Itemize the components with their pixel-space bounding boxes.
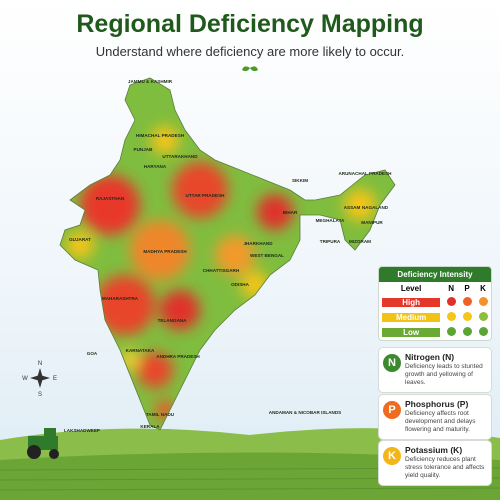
legend-dot	[478, 312, 488, 321]
legend-dot	[446, 327, 456, 336]
state-label: MIZORAM	[349, 239, 371, 244]
title: Regional Deficiency Mapping	[76, 10, 424, 38]
state-label: ANDAMAN & NICOBAR ISLANDS	[269, 410, 341, 415]
legend-level: Medium	[379, 310, 443, 325]
state-label: JAMMU & KASHMIR	[128, 79, 173, 84]
state-label: CHHATTISGARH	[203, 268, 240, 273]
state-label: ASSAM	[344, 205, 361, 210]
legend-column: K	[480, 284, 486, 293]
legend-dot	[478, 297, 488, 306]
state-label: HARYANA	[144, 164, 167, 169]
nutrient-card: N Nitrogen (N) Deficiency leads to stunted…	[378, 347, 492, 393]
state-label: PUNJAB	[134, 147, 154, 152]
legend-cell	[475, 310, 491, 325]
deficiency-map	[60, 78, 395, 430]
state-label: NAGALAND	[362, 205, 389, 210]
map-labels: JAMMU & KASHMIR HIMACHAL PRADESH PUNJAB UTT…	[64, 79, 392, 433]
legend-cell	[443, 325, 459, 340]
nutrient-icon: K	[383, 447, 401, 465]
nutrient-text: Deficiency reduces plant stress toleranc…	[405, 456, 485, 479]
state-label: SIKKIM	[292, 178, 308, 183]
state-label: ARUNACHAL PRADESH	[338, 171, 392, 176]
state-label: UTTARAKHAND	[162, 154, 198, 159]
legend-column: P	[464, 284, 470, 293]
legend-column: N	[448, 284, 455, 293]
legend-title: Deficiency Intensity	[379, 267, 491, 282]
state-label: ODISHA	[231, 282, 250, 287]
legend-dot	[478, 327, 488, 336]
compass: N S E W	[22, 361, 57, 398]
state-label: TELANGANA	[158, 318, 188, 323]
state-label: WEST BENGAL	[250, 253, 284, 258]
legend-row: Low	[379, 325, 491, 340]
legend-cell	[443, 295, 459, 310]
state-label: MEGHALAYA	[316, 218, 345, 223]
state-label: TRIPURA	[320, 239, 341, 244]
state-label: ANDHRA PRADESH	[156, 354, 200, 359]
subtitle: Understand where deficiency are more lik…	[95, 44, 405, 59]
legend-dot	[446, 312, 456, 321]
state-label: MAHARASHTRA	[102, 296, 139, 301]
state-label: MADHYA PRADESH	[143, 249, 187, 254]
legend-level: Low	[379, 325, 443, 340]
nutrient-name: Potassium (K)	[405, 445, 463, 455]
nutrient-card: K Potassium (K) Deficiency reduces plant s…	[378, 440, 492, 486]
nutrient-name: Nitrogen (N)	[405, 352, 455, 362]
legend-dot	[462, 312, 472, 321]
legend-column: Level	[400, 284, 422, 293]
legend-dot	[446, 297, 456, 306]
legend: Deficiency Intensity Level N P K High Medium L…	[378, 266, 492, 341]
state-label: BIHAR	[283, 210, 298, 215]
state-label: KARNATAKA	[126, 348, 155, 353]
compass-label: N	[38, 361, 42, 367]
level-badge: High	[382, 298, 441, 307]
legend-cell	[459, 310, 475, 325]
legend-dot	[462, 297, 472, 306]
state-label: GUJARAT	[69, 237, 91, 242]
state-label: UTTAR PRADESH	[186, 193, 226, 198]
nutrient-name: Phosphorus (P)	[405, 399, 469, 409]
nutrient-icon: N	[383, 354, 401, 372]
state-label: RAJASTHAN	[96, 196, 125, 201]
tractor	[27, 428, 59, 459]
state-label: GOA	[87, 351, 98, 356]
compass-label: S	[38, 392, 42, 398]
leaf-icon	[242, 66, 258, 72]
level-badge: Low	[382, 328, 441, 337]
nutrient-icon: P	[383, 401, 401, 419]
legend-cell	[459, 295, 475, 310]
legend-cell	[475, 325, 491, 340]
state-label: HIMACHAL PRADESH	[136, 133, 185, 138]
compass-label: W	[22, 376, 28, 382]
legend-cell	[475, 295, 491, 310]
legend-row: Medium	[379, 310, 491, 325]
nutrient-text: Deficiency affects root development and …	[405, 410, 476, 433]
state-label: MANIPUR	[361, 220, 383, 225]
state-label: JHARKHAND	[243, 241, 273, 246]
legend-row: High	[379, 295, 491, 310]
legend-dot	[462, 327, 472, 336]
legend-cell	[443, 310, 459, 325]
state-label: TAMIL NADU	[146, 412, 175, 417]
legend-level: High	[379, 295, 443, 310]
nutrient-text: Deficiency leads to stunted growth and y…	[405, 363, 483, 386]
compass-label: E	[53, 376, 57, 382]
state-label: KERALA	[140, 424, 160, 429]
state-label: LAKSHADWEEP	[64, 428, 100, 433]
nutrient-card: P Phosphorus (P) Deficiency affects root d…	[378, 394, 492, 440]
level-badge: Medium	[382, 313, 441, 322]
legend-cell	[459, 325, 475, 340]
legend-table: Level N P K High Medium Low	[379, 282, 491, 340]
